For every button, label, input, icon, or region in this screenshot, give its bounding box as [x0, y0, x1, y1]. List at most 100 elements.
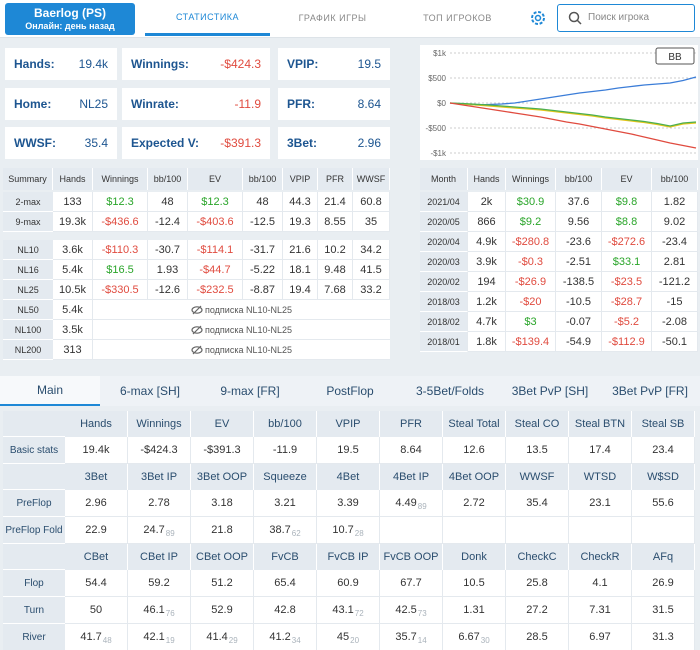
table-cell: -54.9	[556, 332, 602, 352]
table-header: EV	[602, 168, 652, 190]
stat-cell: 46.1 76	[128, 597, 191, 624]
row-label: NL25	[3, 280, 53, 300]
row-label: NL10	[3, 240, 53, 260]
eye	[191, 325, 203, 334]
table-header: Summary	[3, 168, 53, 190]
table-cell: 10.5k	[53, 280, 93, 300]
stat-cell: 54.4	[65, 570, 128, 597]
row-label: 2018/03	[420, 292, 468, 312]
table-header: Hands	[468, 168, 506, 190]
card-label: 3Bet:	[287, 136, 318, 150]
slash	[192, 325, 202, 334]
stat-value: 41.4	[206, 631, 228, 643]
locked-cell: подписка NL10-NL25	[93, 300, 390, 320]
table-header: VPIP	[283, 168, 318, 190]
sample-size: 20	[350, 635, 360, 645]
table-cell: 34.2	[353, 240, 390, 260]
nav-tab[interactable]: ТОП ИГРОКОВ	[423, 13, 492, 23]
row-label: 2020/05	[420, 212, 468, 232]
nav-tab[interactable]: ГРАФИК ИГРЫ	[298, 13, 367, 23]
stat-header: CBet	[65, 544, 128, 570]
card-label: Expected V:	[131, 136, 200, 150]
stat-cell: 24.7 89	[128, 517, 191, 544]
card-value: 8.64	[357, 97, 381, 111]
table-cell: -$139.4	[506, 332, 556, 352]
table-header: bb/100	[243, 168, 283, 190]
row-label: 2020/03	[420, 252, 468, 272]
stats-tab[interactable]: 6-max [SH]	[119, 384, 180, 398]
table-header: PFR	[318, 168, 353, 190]
nav-tab[interactable]: СТАТИСТИКА	[145, 0, 270, 36]
stat-header: bb/100	[254, 411, 317, 437]
player-badge[interactable]: Baerlog (PS) Онлайн: день назад	[5, 3, 135, 35]
search-box[interactable]: Поиск игрока	[557, 4, 695, 32]
stat-cell: 19.5	[317, 437, 380, 464]
stats-tab[interactable]: 3Bet PvP [FR]	[612, 384, 688, 398]
sample-size: 30	[480, 635, 490, 645]
series-line	[449, 102, 697, 128]
settings-icon[interactable]	[530, 10, 546, 26]
stat-cell: 51.2	[191, 570, 254, 597]
stat-header: CheckR	[569, 544, 632, 570]
stat-value: 38.7	[269, 524, 291, 536]
table-cell: 3.5k	[53, 320, 93, 340]
stat-row-label: PreFlop Fold	[3, 517, 65, 544]
stat-cell: 1.31	[443, 597, 506, 624]
stat-cell: 42.1 19	[128, 624, 191, 650]
row-label: 2020/04	[420, 232, 468, 252]
stat-cell: 10.7 28	[317, 517, 380, 544]
series-line	[449, 76, 697, 106]
stat-cell: -$424.3	[128, 437, 191, 464]
table-cell: -$232.5	[188, 280, 243, 300]
stat-cell: 41.2 34	[254, 624, 317, 650]
card-value: -11.9	[234, 97, 261, 111]
table-cell: -$20	[506, 292, 556, 312]
table-cell: 1.93	[148, 260, 188, 280]
table-cell: -$44.7	[188, 260, 243, 280]
stat-card: Expected V: -$391.3	[122, 127, 270, 159]
card-label: Winrate:	[131, 97, 179, 111]
table-cell: -$272.6	[602, 232, 652, 252]
header-corner	[3, 411, 65, 437]
table-cell: 2k	[468, 192, 506, 212]
stat-value: 41.7	[80, 631, 102, 643]
row-label: 2020/02	[420, 272, 468, 292]
table-cell: $33.1	[602, 252, 652, 272]
stats-tab[interactable]: PostFlop	[326, 384, 374, 398]
unit-button[interactable]	[655, 47, 695, 65]
stat-header: 4Bet OOP	[443, 464, 506, 490]
locked-text: подписка NL10-NL25	[204, 304, 292, 315]
table-cell: 3.9k	[468, 252, 506, 272]
stats-tab[interactable]: Main	[0, 376, 100, 406]
stat-header: FvCB IP	[317, 544, 380, 570]
stats-tab[interactable]: 3-5Bet/Folds	[415, 384, 485, 398]
table-cell: -$28.7	[602, 292, 652, 312]
sample-size: 19	[165, 635, 175, 645]
row-label: 2018/01	[420, 332, 468, 352]
table-cell: 2.81	[652, 252, 698, 272]
stat-cell: 21.8	[191, 517, 254, 544]
player-name: Baerlog (PS)	[33, 6, 106, 20]
stat-row-label: Flop	[3, 570, 65, 597]
table-cell: -138.5	[556, 272, 602, 292]
table-cell: 9.48	[318, 260, 353, 280]
stat-cell: 27.2	[506, 597, 569, 624]
sample-size: 76	[165, 608, 175, 618]
table-cell: -121.2	[652, 272, 698, 292]
table-cell: 3.6k	[53, 240, 93, 260]
card-label: VPIP:	[287, 57, 319, 71]
stat-value: 45	[336, 631, 350, 643]
stats-tab[interactable]: 3Bet PvP [SH]	[511, 384, 589, 398]
table-cell: -$280.8	[506, 232, 556, 252]
card-label: Winnings:	[131, 57, 189, 71]
table-cell: 8.55	[318, 212, 353, 232]
series-line	[449, 102, 697, 149]
stats-tab[interactable]: 9-max [FR]	[220, 384, 280, 398]
stat-header: 3Bet	[65, 464, 128, 490]
table-cell: -15	[652, 292, 698, 312]
table-cell: 37.6	[556, 192, 602, 212]
series-line	[449, 102, 697, 127]
stat-header: 3Bet OOP	[191, 464, 254, 490]
table-cell: 4.9k	[468, 232, 506, 252]
sample-size: 89	[165, 528, 175, 538]
